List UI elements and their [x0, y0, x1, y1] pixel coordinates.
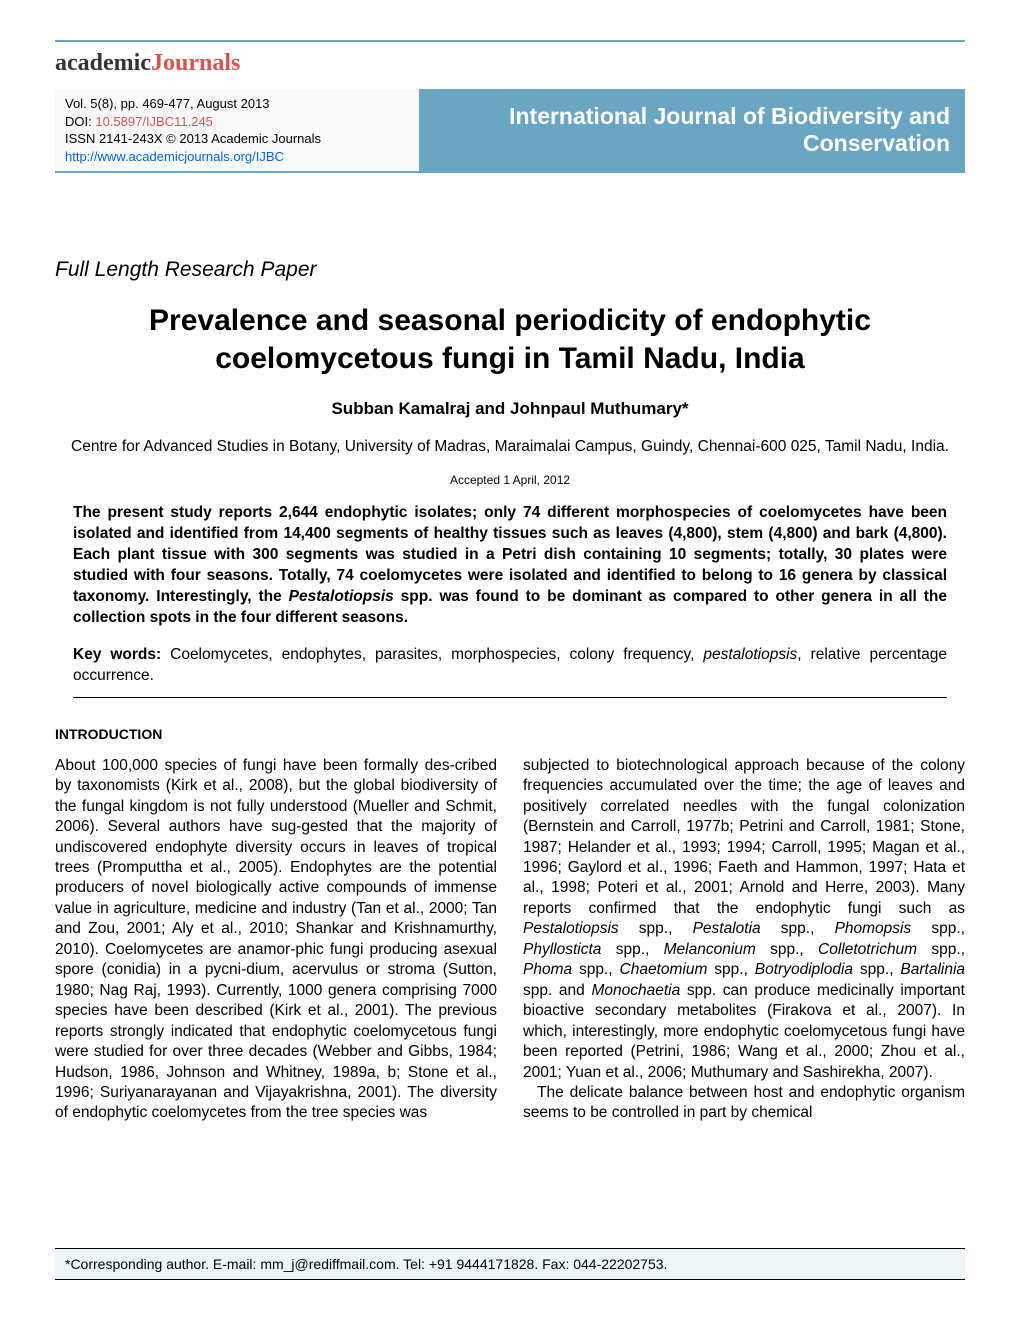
- authors-line: Subban Kamalraj and Johnpaul Muthumary*: [55, 399, 965, 419]
- article-title: Prevalence and seasonal periodicity of e…: [55, 302, 965, 377]
- column-left: About 100,000 species of fungi have been…: [55, 756, 497, 1124]
- col2-para2: The delicate balance between host and en…: [523, 1083, 965, 1124]
- keywords-rule: [73, 697, 947, 698]
- keywords-block: Key words: Coelomycetes, endophytes, par…: [55, 645, 965, 687]
- affiliation-text: Centre for Advanced Studies in Botany, U…: [55, 437, 965, 457]
- doi-value: 10.5897/IJBC11.245: [95, 114, 213, 129]
- logo-text-journals: Journals: [151, 50, 240, 76]
- doi-line: DOI: 10.5897/IJBC11.245: [65, 113, 409, 131]
- keywords-italic: pestalotiopsis: [703, 646, 797, 663]
- col2-part1: subjected to biotechnological approach b…: [523, 757, 965, 917]
- col1-text: About 100,000 species of fungi have been…: [55, 757, 497, 1122]
- column-right: subjected to biotechnological approach b…: [523, 756, 965, 1124]
- journal-title-box: International Journal of Biodiversity an…: [419, 89, 965, 171]
- logo-text-academic: academic: [55, 50, 151, 76]
- header-banner: Vol. 5(8), pp. 469-477, August 2013 DOI:…: [55, 89, 965, 173]
- publication-meta: Vol. 5(8), pp. 469-477, August 2013 DOI:…: [55, 89, 419, 171]
- journal-url[interactable]: http://www.academicjournals.org/IJBC: [65, 148, 409, 166]
- publisher-logo: academicJournals: [55, 50, 965, 77]
- accepted-date: Accepted 1 April, 2012: [55, 473, 965, 487]
- abstract-genus: Pestalotiopsis: [289, 588, 394, 605]
- journal-title: International Journal of Biodiversity an…: [434, 103, 950, 157]
- issn-line: ISSN 2141-243X © 2013 Academic Journals: [65, 130, 409, 148]
- introduction-heading: INTRODUCTION: [55, 726, 965, 742]
- paper-type-label: Full Length Research Paper: [55, 258, 965, 282]
- volume-line: Vol. 5(8), pp. 469-477, August 2013: [65, 95, 409, 113]
- top-rule: [55, 40, 965, 42]
- body-columns: About 100,000 species of fungi have been…: [55, 756, 965, 1124]
- corresponding-author-footer: *Corresponding author. E-mail: mm_j@redi…: [55, 1248, 965, 1280]
- keywords-label: Key words:: [73, 646, 170, 663]
- keywords-text-1: Coelomycetes, endophytes, parasites, mor…: [170, 646, 703, 663]
- abstract-block: The present study reports 2,644 endophyt…: [55, 503, 965, 629]
